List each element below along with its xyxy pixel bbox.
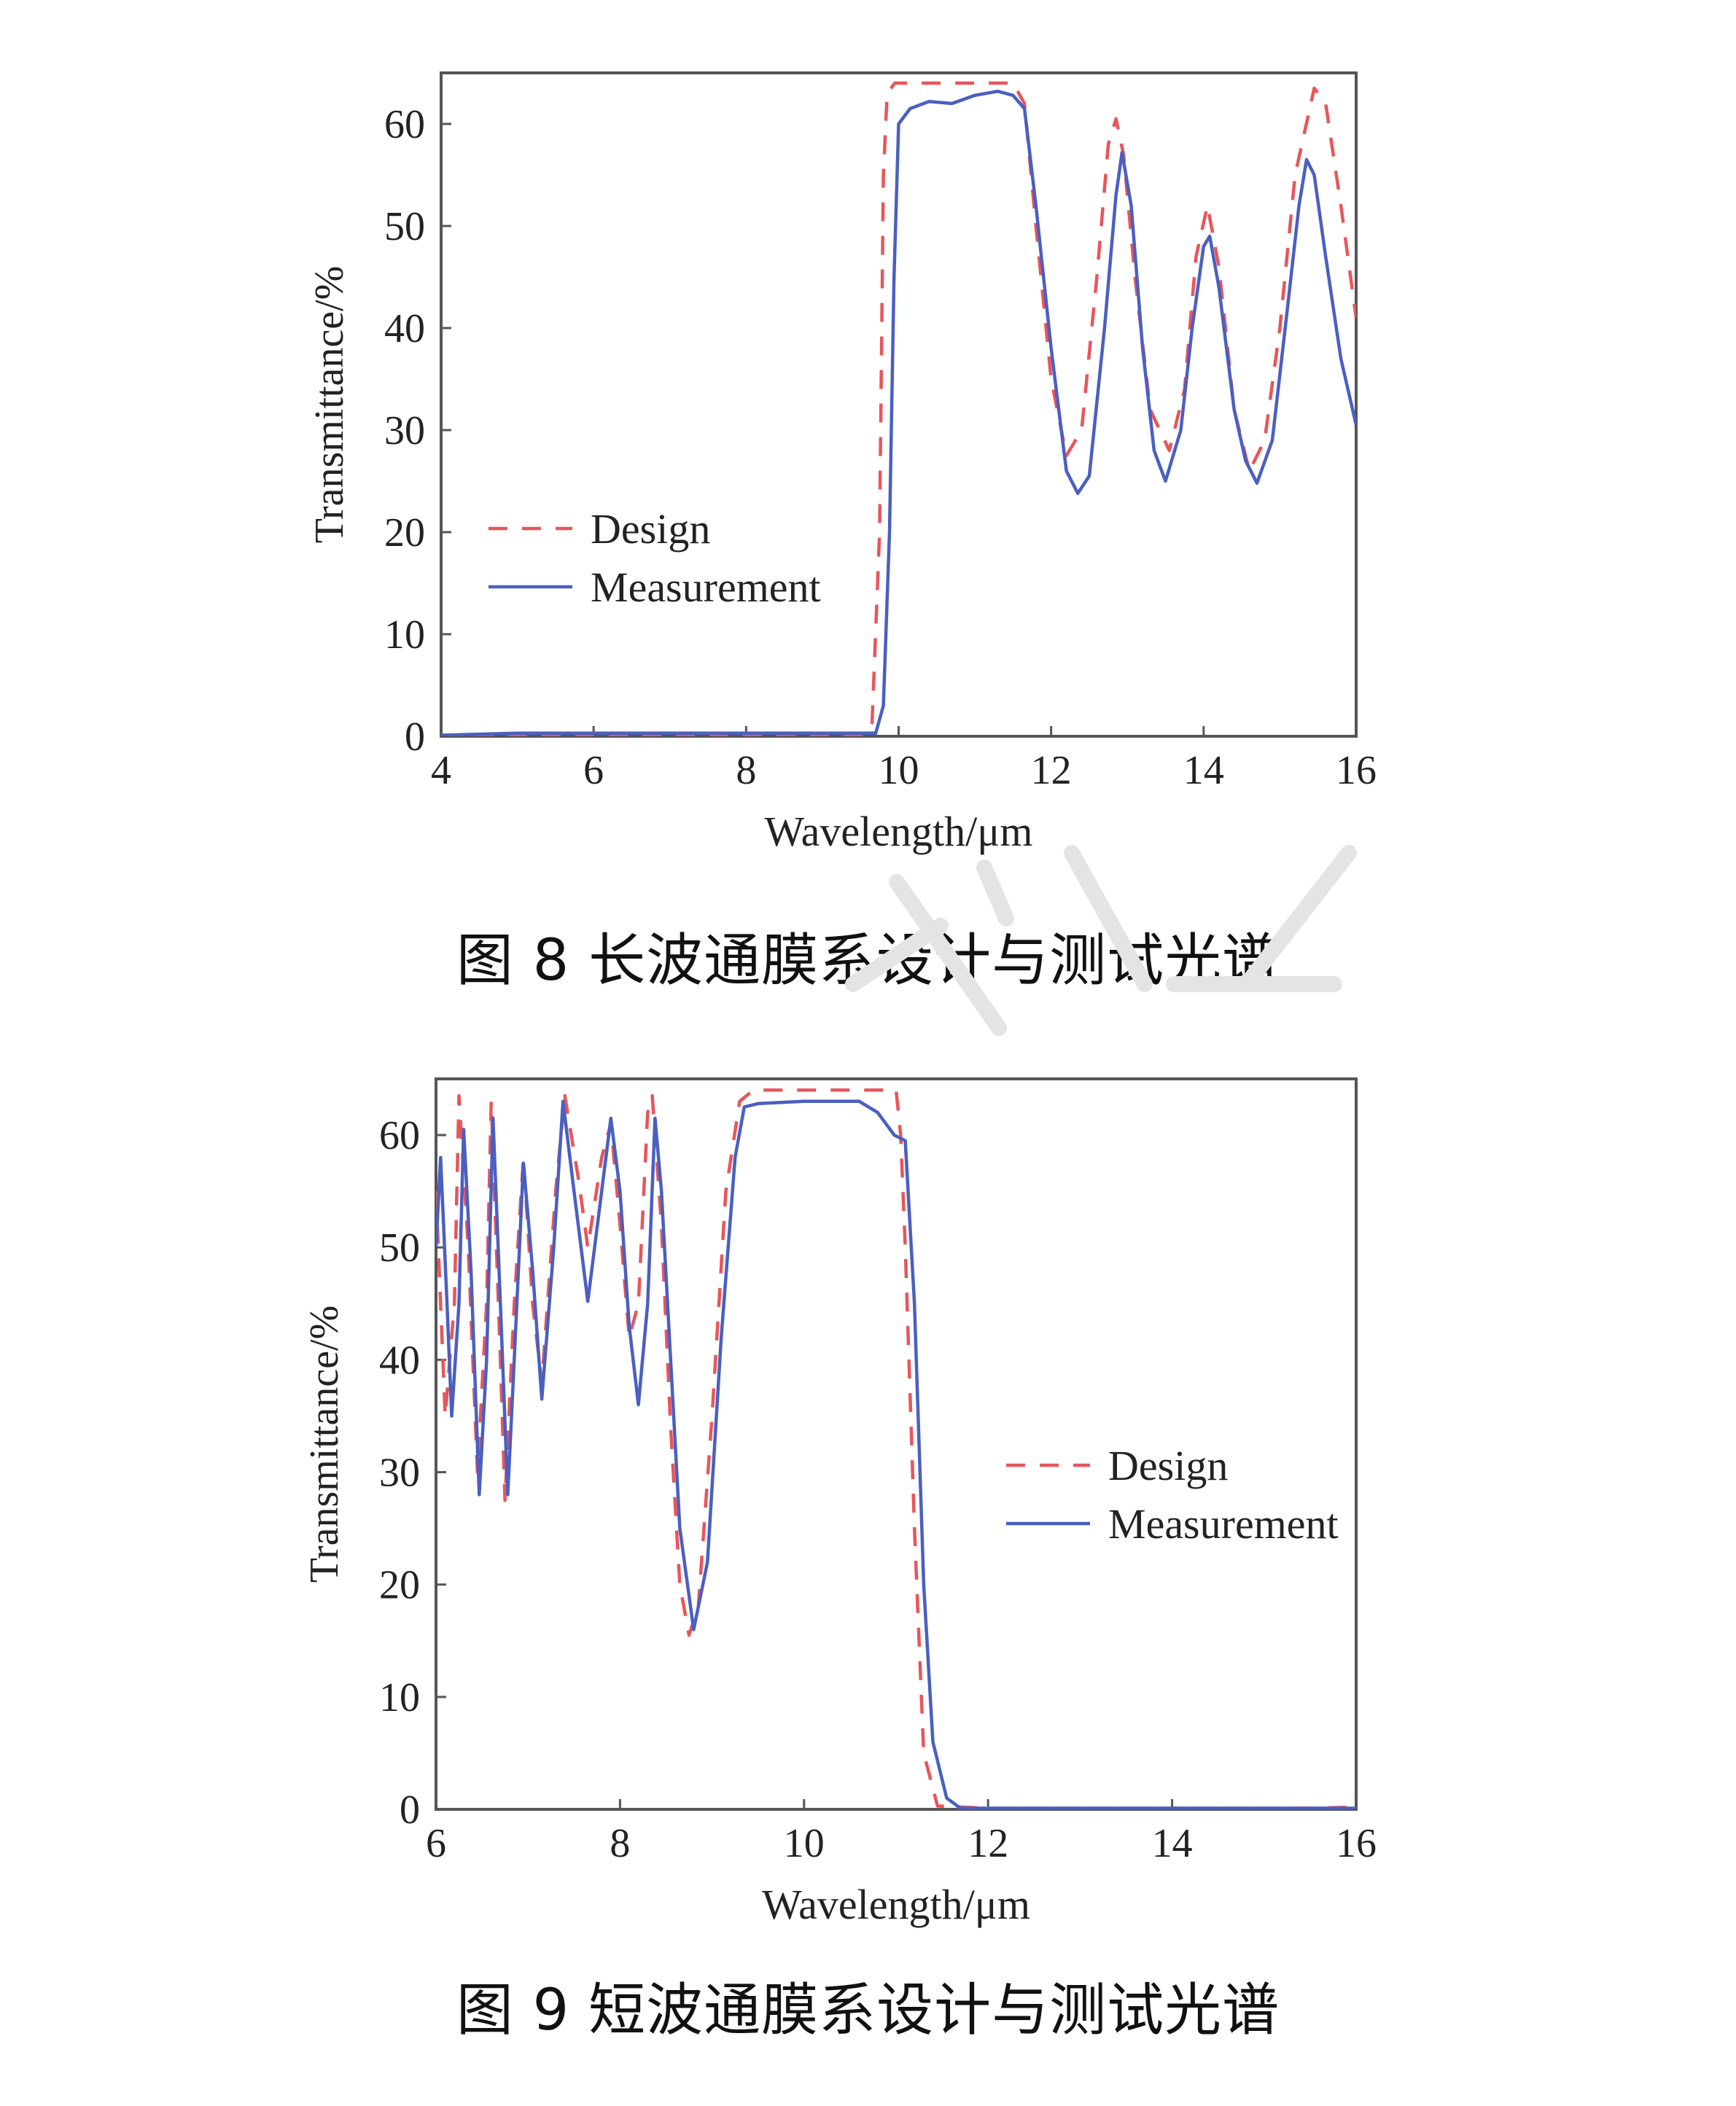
x-axis-label: Wavelength/μm (762, 1881, 1030, 1928)
y-tick-label: 60 (379, 1113, 420, 1158)
figure-9: 6 8 10 12 14 16 0 10 20 30 40 50 60 Wavelength/μm Tran… (0, 1021, 1736, 2106)
series-design-line (436, 1088, 1356, 1809)
x-tick-label: 12 (1031, 748, 1072, 793)
x-tick-label: 12 (968, 1821, 1008, 1866)
x-tick-label: 16 (1336, 1821, 1377, 1866)
y-tick-label: 20 (384, 510, 425, 555)
y-tick-label: 0 (400, 1787, 420, 1833)
series-measurement-line (441, 89, 1356, 736)
legend-label-measurement: Measurement (1108, 1500, 1339, 1548)
y-tick-label: 10 (384, 612, 425, 658)
series-measurement-line (436, 1099, 1356, 1809)
x-tick-label: 14 (1152, 1821, 1193, 1866)
x-tick-label: 4 (431, 748, 451, 793)
x-tick-label: 10 (879, 748, 919, 793)
x-tick-label: 8 (736, 748, 756, 793)
figure-8: 4 6 8 10 12 14 16 0 10 20 30 40 50 60 Wavelength/μm Tra… (0, 0, 1736, 970)
x-axis-label: Wavelength/μm (765, 808, 1033, 855)
y-tick-label: 50 (379, 1225, 420, 1271)
x-tick-label: 16 (1336, 748, 1377, 793)
y-tick-label: 0 (405, 714, 425, 760)
x-tick-label: 8 (610, 1821, 630, 1866)
y-tick-label: 20 (379, 1563, 420, 1608)
caption-figure-9: 图 9 短波通膜系设计与测试光谱 (456, 1978, 1280, 2043)
y-tick-label: 60 (384, 102, 425, 147)
x-tick-label: 10 (784, 1821, 825, 1866)
y-tick-label: 30 (379, 1451, 420, 1496)
y-axis-label: Transmittance/% (302, 1306, 347, 1583)
y-tick-label: 10 (379, 1675, 420, 1720)
plot-frame (435, 1077, 1358, 1811)
x-tick-label: 6 (583, 748, 604, 793)
caption-figure-8: 图 8 长波通膜系设计与测试光谱 (456, 928, 1280, 994)
y-tick-label: 40 (379, 1338, 420, 1383)
chart-figure-9: 6 8 10 12 14 16 0 10 20 30 40 50 60 Wavelength/μm Tran… (302, 1077, 1377, 1928)
legend-label-design: Design (591, 505, 710, 553)
legend-label-design: Design (1108, 1442, 1228, 1489)
y-tick-label: 40 (384, 306, 425, 351)
chart-figure-8: 4 6 8 10 12 14 16 0 10 20 30 40 50 60 Wavelength/μm Tra… (307, 71, 1377, 855)
y-tick-label: 30 (384, 408, 425, 453)
x-tick-label: 14 (1183, 748, 1224, 793)
legend-label-measurement: Measurement (591, 563, 821, 611)
y-axis-label: Transmittance/% (307, 266, 352, 544)
series-design-line (441, 81, 1356, 736)
y-tick-label: 50 (384, 204, 425, 249)
x-tick-label: 6 (426, 1821, 446, 1866)
